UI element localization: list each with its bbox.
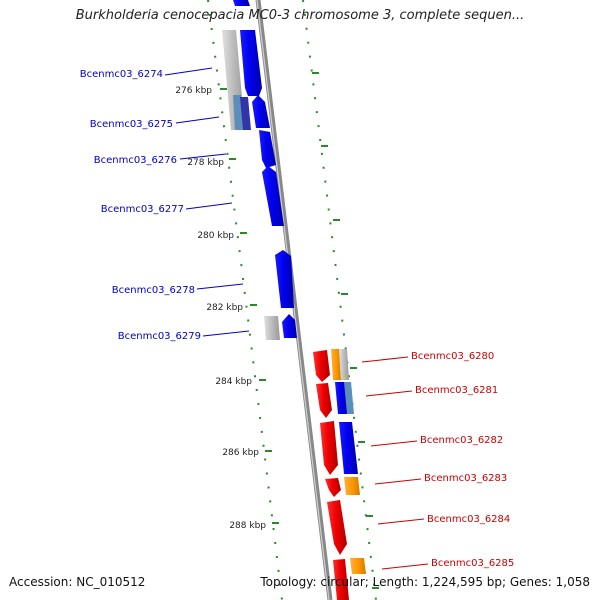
leader-line: [377, 518, 425, 525]
scale-tick-label: 282 kbp: [206, 303, 243, 313]
gene-label-6276[interactable]: Bcenmc03_6276: [94, 155, 177, 166]
leader-line: [175, 116, 220, 124]
map-title: Burkholderia cenocepacia MC0-3 chromosom…: [75, 8, 525, 23]
gene-shape-6284[interactable]: [327, 500, 347, 555]
gene-shape-6281[interactable]: [316, 383, 332, 418]
chromosome-backbone: [255, 0, 333, 600]
gene-labels: Bcenmc03_6274 Bcenmc03_6275 Bcenmc03_627…: [80, 69, 515, 569]
gc-dotted-track-right: [302, 0, 377, 600]
scale-ticks: 276 kbp 278 kbp 280 kbp 282 kbp 284 kbp …: [175, 72, 379, 589]
accession-text: Accession: NC_010512: [9, 575, 146, 589]
grey-feature-6280: [339, 349, 349, 380]
gene-shape-6280[interactable]: [313, 350, 330, 382]
orange-feature-6283: [344, 477, 360, 495]
leader-line: [361, 356, 409, 363]
orange-feature-6285: [350, 558, 366, 574]
gene-shape-6275[interactable]: [252, 95, 270, 128]
gene-shape-6282[interactable]: [339, 422, 358, 474]
leader-line: [164, 67, 213, 76]
gene-shape-6277[interactable]: [262, 166, 284, 226]
plus-strand-features: [222, 0, 297, 340]
leader-line: [370, 440, 418, 447]
leader-line: [179, 153, 227, 160]
gene-label-6283[interactable]: Bcenmc03_6283: [424, 473, 507, 484]
scale-tick-label: 280 kbp: [197, 231, 234, 241]
leader-line: [374, 478, 422, 485]
gene-shape-6285[interactable]: [333, 559, 349, 600]
gene-label-6279[interactable]: Bcenmc03_6279: [118, 331, 201, 342]
gene-leader-lines: [164, 67, 429, 570]
teal-feature-6275: [233, 95, 243, 130]
gene-label-6275[interactable]: Bcenmc03_6275: [90, 119, 173, 130]
scale-tick-label: 286 kbp: [222, 448, 259, 458]
gene-label-6284[interactable]: Bcenmc03_6284: [427, 514, 510, 525]
leader-line: [381, 563, 429, 570]
gene-shape-6273[interactable]: [233, 0, 250, 6]
gene-shape-6283[interactable]: [325, 478, 341, 497]
gene-label-6281[interactable]: Bcenmc03_6281: [415, 385, 498, 396]
gene-shape-6275-a[interactable]: [240, 97, 251, 130]
scale-tick-label: 276 kbp: [175, 86, 212, 96]
teal-feature-6281: [344, 382, 354, 414]
genome-summary-text: Topology: circular; Length: 1,224,595 bp…: [260, 575, 590, 589]
gene-label-6280[interactable]: Bcenmc03_6280: [411, 351, 494, 362]
gene-shape-6276[interactable]: [259, 130, 276, 168]
leader-line: [365, 390, 413, 397]
grey-feature-6279: [264, 316, 280, 340]
gene-label-6274[interactable]: Bcenmc03_6274: [80, 69, 163, 80]
gene-label-6277[interactable]: Bcenmc03_6277: [101, 204, 184, 215]
orange-feature-6280: [331, 349, 341, 380]
gene-label-6285[interactable]: Bcenmc03_6285: [431, 558, 514, 569]
leader-line: [202, 330, 250, 337]
scale-tick-label: 278 kbp: [187, 158, 224, 168]
gene-label-6278[interactable]: Bcenmc03_6278: [112, 285, 195, 296]
leader-line: [185, 202, 233, 210]
gene-shape-6279[interactable]: [282, 314, 297, 338]
gene-label-6282[interactable]: Bcenmc03_6282: [420, 435, 503, 446]
gene-shape-6282-a[interactable]: [320, 421, 338, 475]
gene-shape-6274[interactable]: [240, 30, 262, 96]
minus-strand-features: [313, 349, 366, 600]
scale-tick-label: 288 kbp: [229, 521, 266, 531]
leader-line: [196, 283, 244, 290]
scale-tick-label: 284 kbp: [215, 377, 252, 387]
gene-shape-6278[interactable]: [275, 250, 294, 308]
